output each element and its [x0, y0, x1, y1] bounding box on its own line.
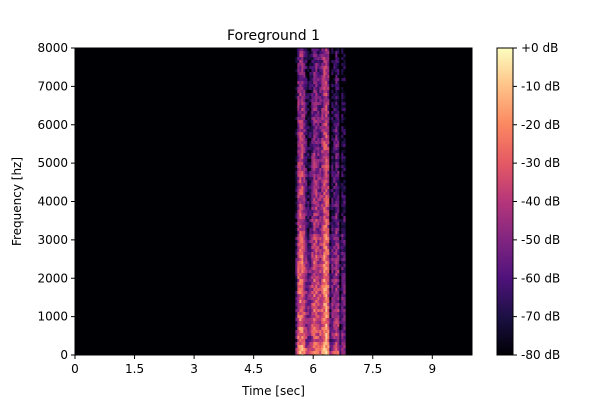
y-axis-label: Frequency [hz] — [10, 157, 24, 246]
x-tick-label: 0 — [71, 362, 79, 376]
colorbar-tick-label: -60 dB — [521, 271, 560, 285]
colorbar-tick-label: -70 dB — [521, 310, 560, 324]
colorbar-ticks: +0 dB -10 dB -20 dB -30 dB -40 dB -50 dB -60 d… — [513, 41, 560, 362]
y-tick-label: 3000 — [37, 233, 68, 247]
y-tick-label: 5000 — [37, 156, 68, 170]
spectrogram-signal — [295, 48, 346, 355]
x-tick-label: 1.5 — [125, 362, 144, 376]
colorbar-tick-label: -30 dB — [521, 156, 560, 170]
x-axis-ticks: 0 1.5 3 4.5 6 7.5 9 — [71, 355, 436, 376]
colorbar — [496, 47, 514, 356]
x-tick-label: 9 — [428, 362, 436, 376]
x-tick-label: 7.5 — [363, 362, 382, 376]
y-tick-label: 2000 — [37, 271, 68, 285]
colorbar-tick-label: -10 dB — [521, 79, 560, 93]
x-tick-label: 4.5 — [244, 362, 263, 376]
y-tick-label: 0 — [60, 348, 68, 362]
y-tick-label: 1000 — [37, 310, 68, 324]
y-tick-label: 7000 — [37, 79, 68, 93]
colorbar-tick-label: -20 dB — [521, 118, 560, 132]
x-axis-label: Time [sec] — [241, 384, 305, 398]
colorbar-tick-label: +0 dB — [521, 41, 558, 55]
y-axis-ticks: 0 1000 2000 3000 4000 5000 6000 7000 8000 — [37, 41, 75, 362]
x-tick-label: 6 — [309, 362, 317, 376]
y-tick-label: 8000 — [37, 41, 68, 55]
plot-background — [75, 48, 472, 355]
colorbar-tick-label: -80 dB — [521, 348, 560, 362]
y-tick-label: 4000 — [37, 195, 68, 209]
y-tick-label: 6000 — [37, 118, 68, 132]
colorbar-tick-label: -40 dB — [521, 195, 560, 209]
x-tick-label: 3 — [190, 362, 198, 376]
chart-title: Foreground 1 — [227, 28, 320, 44]
colorbar-tick-label: -50 dB — [521, 233, 560, 247]
